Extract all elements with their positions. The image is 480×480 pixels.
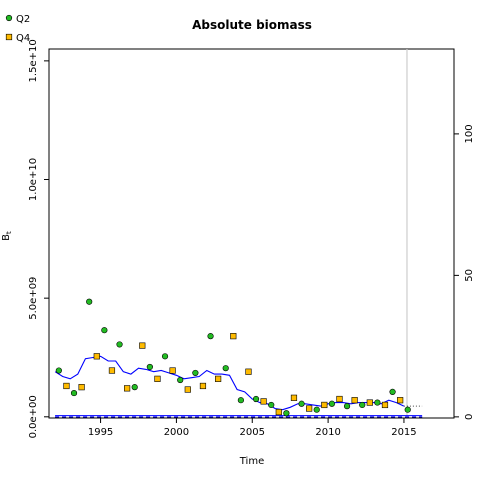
data-point-q4 xyxy=(245,368,252,375)
data-point-q2 xyxy=(146,363,153,371)
y-axis: 0.0e+00 5.0e+09 1.0e+10 1.5e+10 xyxy=(28,39,49,438)
x-tick-label: 1995 xyxy=(88,427,113,438)
data-point-q2 xyxy=(313,406,320,413)
chart-title: Absolute biomass xyxy=(192,18,312,32)
data-point-q4 xyxy=(290,394,298,401)
data-point-q4 xyxy=(381,401,389,409)
biomass-fit-line xyxy=(54,355,405,411)
y2-tick-label: 0 xyxy=(464,414,475,420)
y-tick-label: 1.0e+10 xyxy=(28,158,39,201)
data-point-q2 xyxy=(328,400,335,407)
plot-frame xyxy=(48,48,455,419)
data-point-q4 xyxy=(397,397,404,404)
data-point-q4 xyxy=(336,395,343,403)
y2-axis-right: 0 50 100 xyxy=(454,124,475,420)
y-axis-label: Bt xyxy=(1,231,13,241)
data-point-q4 xyxy=(184,386,191,393)
data-point-q4 xyxy=(154,375,161,382)
data-point-q4 xyxy=(78,384,85,391)
data-point-q4 xyxy=(215,375,222,382)
data-point-q2 xyxy=(298,400,305,407)
x-axis: 1995 2000 2005 2010 2015 xyxy=(88,418,417,438)
data-point-q2 xyxy=(343,403,351,410)
data-point-q2 xyxy=(389,388,396,395)
legend-label-q4: Q4 xyxy=(16,33,30,44)
data-point-q2 xyxy=(86,298,93,305)
plot-layer xyxy=(54,49,423,418)
data-point-q4 xyxy=(108,367,116,374)
y-tick-label: 0.0e+00 xyxy=(28,395,39,438)
y-axis-label-subscript: t xyxy=(5,231,13,234)
data-point-q2 xyxy=(101,327,108,334)
data-point-q2 xyxy=(207,333,214,340)
y-tick-label: 1.5e+10 xyxy=(28,39,39,82)
y2-tick-label: 50 xyxy=(464,269,475,282)
legend-marker-q2 xyxy=(5,14,13,22)
data-point-q2 xyxy=(252,395,260,403)
data-point-q4 xyxy=(93,353,100,360)
data-point-q4 xyxy=(199,382,207,390)
data-point-q4 xyxy=(260,398,267,405)
y2-tick-label: 100 xyxy=(464,124,475,143)
data-point-q2 xyxy=(237,397,244,404)
data-point-q4 xyxy=(124,385,131,392)
legend-label-q2: Q2 xyxy=(16,14,30,25)
data-point-q4 xyxy=(306,405,313,412)
y-tick-label: 5.0e+09 xyxy=(28,277,39,320)
data-point-q4 xyxy=(63,382,70,390)
data-point-q4 xyxy=(351,397,358,404)
data-point-q2 xyxy=(268,401,275,409)
data-point-q2 xyxy=(374,399,381,406)
y-axis-label-main: B xyxy=(1,234,12,241)
x-tick-label: 2000 xyxy=(164,427,189,438)
legend: Q2 Q4 xyxy=(5,14,30,44)
data-point-q4 xyxy=(275,408,282,416)
x-tick-label: 2015 xyxy=(391,427,416,438)
x-tick-label: 2010 xyxy=(315,427,340,438)
data-point-q4 xyxy=(169,367,176,374)
data-point-q4 xyxy=(230,333,237,340)
data-point-q4 xyxy=(139,342,146,349)
data-point-q2 xyxy=(55,367,62,374)
x-axis-label: Time xyxy=(239,456,264,467)
data-point-q4 xyxy=(321,401,328,409)
x-tick-label: 2005 xyxy=(240,427,265,438)
data-point-q2 xyxy=(70,389,78,397)
data-point-q2 xyxy=(116,341,123,348)
data-point-q4 xyxy=(366,399,373,406)
data-point-q2 xyxy=(404,406,411,413)
data-point-q2 xyxy=(192,369,199,377)
data-point-q2 xyxy=(177,376,184,384)
data-point-q2 xyxy=(359,401,366,409)
data-point-q2 xyxy=(131,384,138,391)
data-point-q2 xyxy=(161,353,169,360)
legend-marker-q4 xyxy=(5,33,13,41)
data-point-q2 xyxy=(222,365,229,372)
data-point-q2 xyxy=(283,410,290,417)
